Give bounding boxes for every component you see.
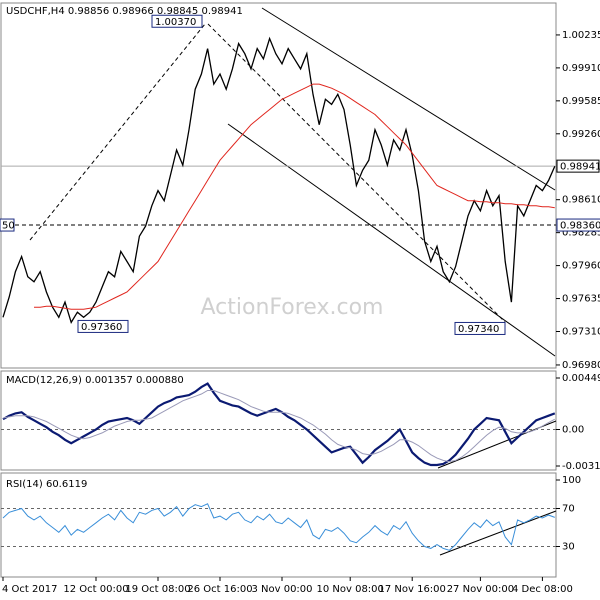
y-tick-label: 0.98610 [562, 195, 600, 206]
x-tick-label: 19 Oct 08:00 [125, 584, 190, 595]
rsi-trendline [439, 510, 557, 556]
x-tick-label: 3 Nov 00:00 [251, 584, 312, 595]
x-tick-label: 26 Oct 16:00 [187, 584, 252, 595]
annotation-box [454, 321, 506, 335]
y-tick-label: 0.004493 [562, 373, 600, 384]
annotation-box [556, 218, 600, 232]
macd-trendline [437, 420, 557, 469]
y-tick-label: 0.99910 [562, 63, 600, 74]
annotation-label: 0.97340 [458, 324, 499, 335]
y-tick-label: 30 [562, 542, 575, 553]
y-tick-label: 0.99585 [562, 96, 600, 107]
rsi-panel [0, 472, 557, 578]
left-label: 50 [2, 221, 15, 232]
macd-panel [0, 370, 557, 471]
annotation-label: 0.97360 [81, 322, 122, 333]
y-tick-label: 0.00 [562, 424, 584, 435]
annotation-box [77, 319, 129, 333]
left-label-box [0, 218, 15, 232]
y-tick-label: 0.96980 [562, 360, 600, 371]
series-line [2, 382, 556, 467]
trend-lines [29, 7, 557, 556]
y-tick-label: 70 [562, 504, 575, 515]
rsi-title: RSI(14) 60.6119 [6, 479, 87, 490]
current-price-label: 0.98941 [560, 162, 600, 173]
x-tick-label: 12 Oct 00:00 [63, 584, 128, 595]
dashed-rise [29, 23, 206, 241]
watermark: ActionForex.com [201, 295, 384, 320]
y-tick-label: 1.00235 [562, 30, 600, 41]
current-price-box [556, 159, 600, 173]
channel-upper [261, 7, 556, 191]
series-line [2, 503, 555, 551]
x-tick-label: 27 Nov 00:00 [447, 584, 514, 595]
macd-title: MACD(12,26,9) 0.001357 0.000880 [6, 375, 184, 386]
series-line [34, 83, 555, 310]
x-tick-label: 4 Oct 2017 [2, 584, 57, 595]
x-tick-label: 10 Nov 08:00 [316, 584, 383, 595]
y-tick-label: -0.003186 [562, 461, 600, 472]
dashed-diagonal [207, 23, 506, 323]
annotation-label: 1.00370 [155, 17, 196, 28]
y-tick-label: 0.97960 [562, 261, 600, 272]
x-tick-label: 17 Nov 16:00 [378, 584, 445, 595]
y-tick-label: 0.98285 [562, 228, 600, 239]
y-tick-label: 0.97310 [562, 327, 600, 338]
series-line [2, 390, 556, 463]
price-title: USDCHF,H4 0.98856 0.98966 0.98845 0.9894… [6, 6, 243, 17]
y-tick-label: 0.99260 [562, 129, 600, 140]
series-line [2, 36, 556, 324]
x-tick-label: 4 Dec 08:00 [512, 584, 573, 595]
annotation-box [151, 14, 203, 28]
annotation-label: 0.98360 [560, 221, 600, 232]
y-tick-label: 100 [562, 475, 581, 486]
y-tick-label: 0.97635 [562, 294, 600, 305]
price-panel [0, 2, 557, 369]
